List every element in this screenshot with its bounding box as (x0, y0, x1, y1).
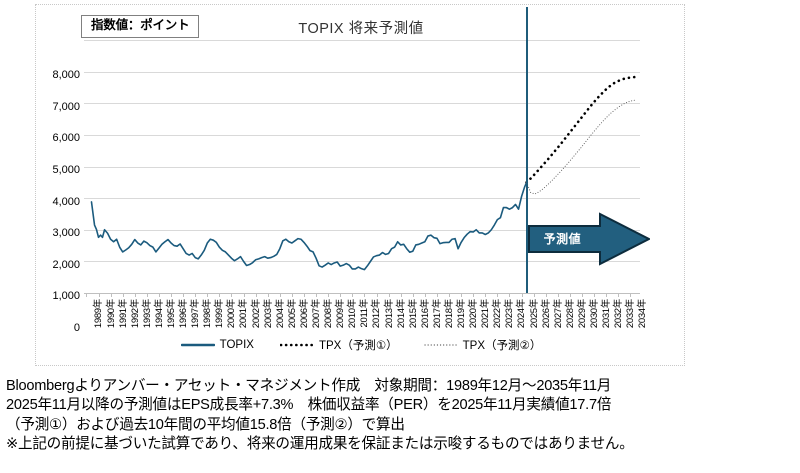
x-axis-tick (158, 293, 160, 297)
axis-unit-label: 指数値：ポイント (81, 15, 200, 38)
plot-area: 予測値 (84, 7, 651, 294)
x-axis-tick (436, 293, 438, 297)
y-axis-tick-label: 1,000 (52, 290, 80, 303)
x-axis-tick (195, 293, 197, 297)
x-axis-tick (545, 293, 547, 297)
gridline (84, 103, 640, 105)
y-axis-tick-label: 3,000 (52, 227, 80, 240)
y-axis-tick-label: 0 (73, 322, 80, 334)
gridline (84, 166, 640, 168)
x-axis-tick (618, 293, 620, 297)
gridline (84, 293, 640, 294)
chart-legend: TOPIX TPX（予測①） TPX（予測②） (36, 337, 686, 353)
series-line (526, 99, 636, 195)
x-axis-tick (219, 293, 221, 297)
gridline (84, 198, 640, 200)
x-axis-tick (122, 293, 124, 297)
footnote-line-3: （予測①）および過去10年間の平均値15.8倍（予測②）で算出 (6, 416, 405, 433)
x-axis-tick (279, 293, 281, 297)
x-axis-tick (412, 293, 414, 297)
legend-swatch-icon (279, 343, 314, 347)
footnote-line-2: 2025年11月以降の予測値はEPS成長率+7.3% 株価収益率（PER）を20… (6, 397, 612, 414)
x-axis-tick (243, 293, 245, 297)
legend-item[interactable]: TOPIX (180, 339, 254, 351)
legend-swatch-icon (180, 343, 215, 347)
y-axis-labels: 0 1,000 2,000 3,000 4,000 5,000 6,000 7,000 8,00… (36, 40, 80, 334)
y-axis-tick-label: 7,000 (52, 100, 80, 113)
x-axis-tick (171, 293, 173, 297)
gridline (84, 71, 640, 73)
gridline (84, 40, 640, 41)
x-axis-tick (316, 293, 318, 297)
x-axis: 1989年 1990年 1991年 1992年 1993年 1994年 1995年 1996年… (84, 293, 648, 367)
x-axis-tick (231, 293, 233, 297)
chart-container: 指数値：ポイント TOPIX 将来予測値 0 1,000 2,000 3,000 4,0… (35, 4, 685, 366)
x-axis-tick (449, 293, 451, 297)
legend-label: TOPIX (219, 339, 254, 351)
gridline (84, 134, 640, 136)
forecast-arrow-annotation: 予測値 (527, 212, 651, 266)
forecast-divider-line (526, 7, 529, 293)
x-axis-tick (400, 293, 402, 297)
x-axis-tick (183, 293, 185, 297)
footnote-line-1: Bloombergよりアンバー・アセット・マネジメント作成 対象期間：1989年… (6, 378, 612, 394)
y-axis-tick-label: 8,000 (52, 69, 80, 81)
legend-swatch-icon (424, 344, 458, 346)
x-axis-tick (328, 293, 330, 297)
footnote-block: Bloombergよりアンバー・アセット・マネジメント作成 対象期間：1989年… (6, 377, 796, 455)
series-line (525, 75, 637, 184)
x-axis-tick (340, 293, 342, 297)
x-axis-tick (485, 293, 487, 297)
x-axis-tick (110, 293, 112, 297)
x-axis-tick (255, 293, 257, 297)
footnote-line-4: ※上記の前提に基づいた試算であり、将来の運用成果を保証または示唆するものではあり… (6, 436, 634, 453)
y-axis-tick-label: 4,000 (52, 195, 80, 208)
x-axis-tick (303, 293, 305, 297)
x-axis-tick (98, 293, 100, 297)
x-axis-tick (364, 293, 366, 297)
x-axis-tick (606, 293, 608, 297)
x-axis-tick (146, 293, 148, 297)
chart-title: TOPIX 将来予測値 (298, 21, 424, 37)
legend-item[interactable]: TPX（予測①） (279, 337, 398, 353)
x-axis-tick (557, 293, 559, 297)
x-axis-tick (376, 293, 378, 297)
x-axis-tick (86, 293, 88, 297)
x-axis-tick (521, 293, 523, 297)
series-line (90, 181, 528, 271)
x-axis-tick (134, 293, 136, 297)
x-axis-tick (388, 293, 390, 297)
x-axis-tick (497, 293, 499, 297)
x-axis-tick (594, 293, 596, 297)
x-axis-tick (424, 293, 426, 297)
y-axis-tick-label: 5,000 (52, 163, 80, 176)
x-axis-tick (207, 293, 209, 297)
x-axis-tick (473, 293, 475, 297)
gridline (84, 261, 640, 263)
x-axis-tick (461, 293, 463, 297)
x-axis-tick (509, 293, 511, 297)
legend-item[interactable]: TPX（予測②） (424, 337, 542, 353)
legend-label: TPX（予測②） (462, 340, 542, 352)
x-axis-tick (267, 293, 269, 297)
x-axis-tick (569, 293, 571, 297)
x-axis-tick-label: 2034年 (637, 299, 649, 329)
arrow-shape-icon (527, 212, 651, 266)
x-axis-tick (352, 293, 354, 297)
x-axis-tick (533, 293, 535, 297)
forecast-arrow-label: 予測値 (543, 232, 582, 247)
x-axis-tick (630, 293, 632, 297)
x-axis-tick (581, 293, 583, 297)
data-series-layer (90, 75, 637, 271)
x-axis-tick (291, 293, 293, 297)
legend-label: TPX（予測①） (318, 340, 398, 352)
gridline (84, 229, 640, 231)
y-axis-tick-label: 6,000 (52, 132, 80, 145)
y-axis-tick-label: 2,000 (52, 258, 80, 271)
